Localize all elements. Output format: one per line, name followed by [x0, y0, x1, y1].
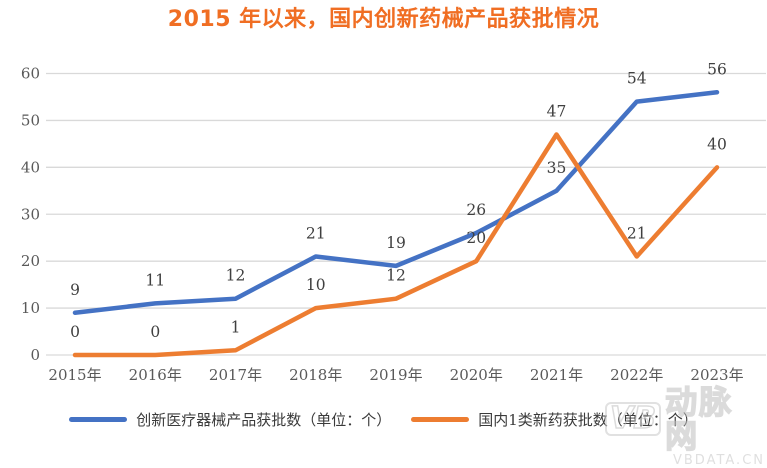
chart-legend: 创新医疗器械产品获批数（单位：个） 国内1类新药获批数（单位：个）: [0, 404, 767, 434]
legend-swatch-orange-line-icon: [411, 416, 470, 422]
data-label-series-0: 54: [627, 70, 647, 88]
legend-item-new-drugs: 国内1类新药获批数（单位：个）: [411, 409, 698, 430]
data-label-series-0: 19: [386, 234, 406, 252]
data-label-series-1: 21: [627, 224, 647, 242]
x-axis-label: 2020年: [450, 366, 503, 384]
data-label-series-1: 12: [386, 267, 406, 285]
series-line-0: [72, 90, 720, 316]
data-label-series-1: 1: [231, 318, 241, 336]
data-label-series-1: 20: [466, 229, 486, 247]
data-label-series-0: 12: [226, 267, 246, 285]
y-axis-tick-label: 0: [30, 346, 40, 364]
legend-label-medical-devices: 创新医疗器械产品获批数（单位：个）: [136, 410, 392, 429]
data-label-series-1: 10: [306, 276, 326, 294]
data-label-series-0: 35: [547, 159, 567, 177]
data-label-series-1: 40: [707, 135, 727, 153]
data-label-series-1: 0: [70, 323, 80, 341]
series-line-1: [72, 132, 720, 358]
y-axis-tick-label: 20: [21, 252, 40, 270]
data-label-series-1: 47: [547, 102, 567, 120]
y-axis-tick-label: 60: [21, 65, 40, 83]
legend-swatch-blue-line-icon: [69, 416, 128, 422]
y-axis-tick-label: 40: [21, 158, 40, 176]
data-label-series-0: 11: [145, 271, 165, 289]
x-axis-label: 2017年: [209, 366, 262, 384]
x-axis-label: 2023年: [690, 366, 743, 384]
data-label-series-0: 9: [70, 281, 80, 299]
y-axis-tick-label: 30: [21, 205, 40, 223]
x-axis-label: 2022年: [610, 366, 663, 384]
y-axis-tick-label: 50: [21, 111, 40, 129]
legend-label-new-drugs: 国内1类新药获批数（单位：个）: [478, 410, 698, 429]
y-axis-tick-label: 10: [21, 299, 40, 317]
legend-item-medical-devices: 创新医疗器械产品获批数（单位：个）: [69, 409, 391, 430]
data-label-series-0: 26: [466, 201, 486, 219]
watermark-url-text: VBDATA.CN: [672, 453, 765, 468]
x-axis-label: 2021年: [530, 366, 583, 384]
x-axis-label: 2018年: [289, 366, 342, 384]
x-axis-label: 2019年: [369, 366, 422, 384]
data-label-series-0: 21: [306, 224, 326, 242]
data-label-series-0: 56: [707, 60, 727, 78]
x-axis-label: 2016年: [129, 366, 182, 384]
chart-title: 2015 年以来，国内创新药械产品获批情况: [167, 7, 600, 32]
x-axis-label: 2015年: [48, 366, 101, 384]
data-label-series-1: 0: [150, 323, 160, 341]
